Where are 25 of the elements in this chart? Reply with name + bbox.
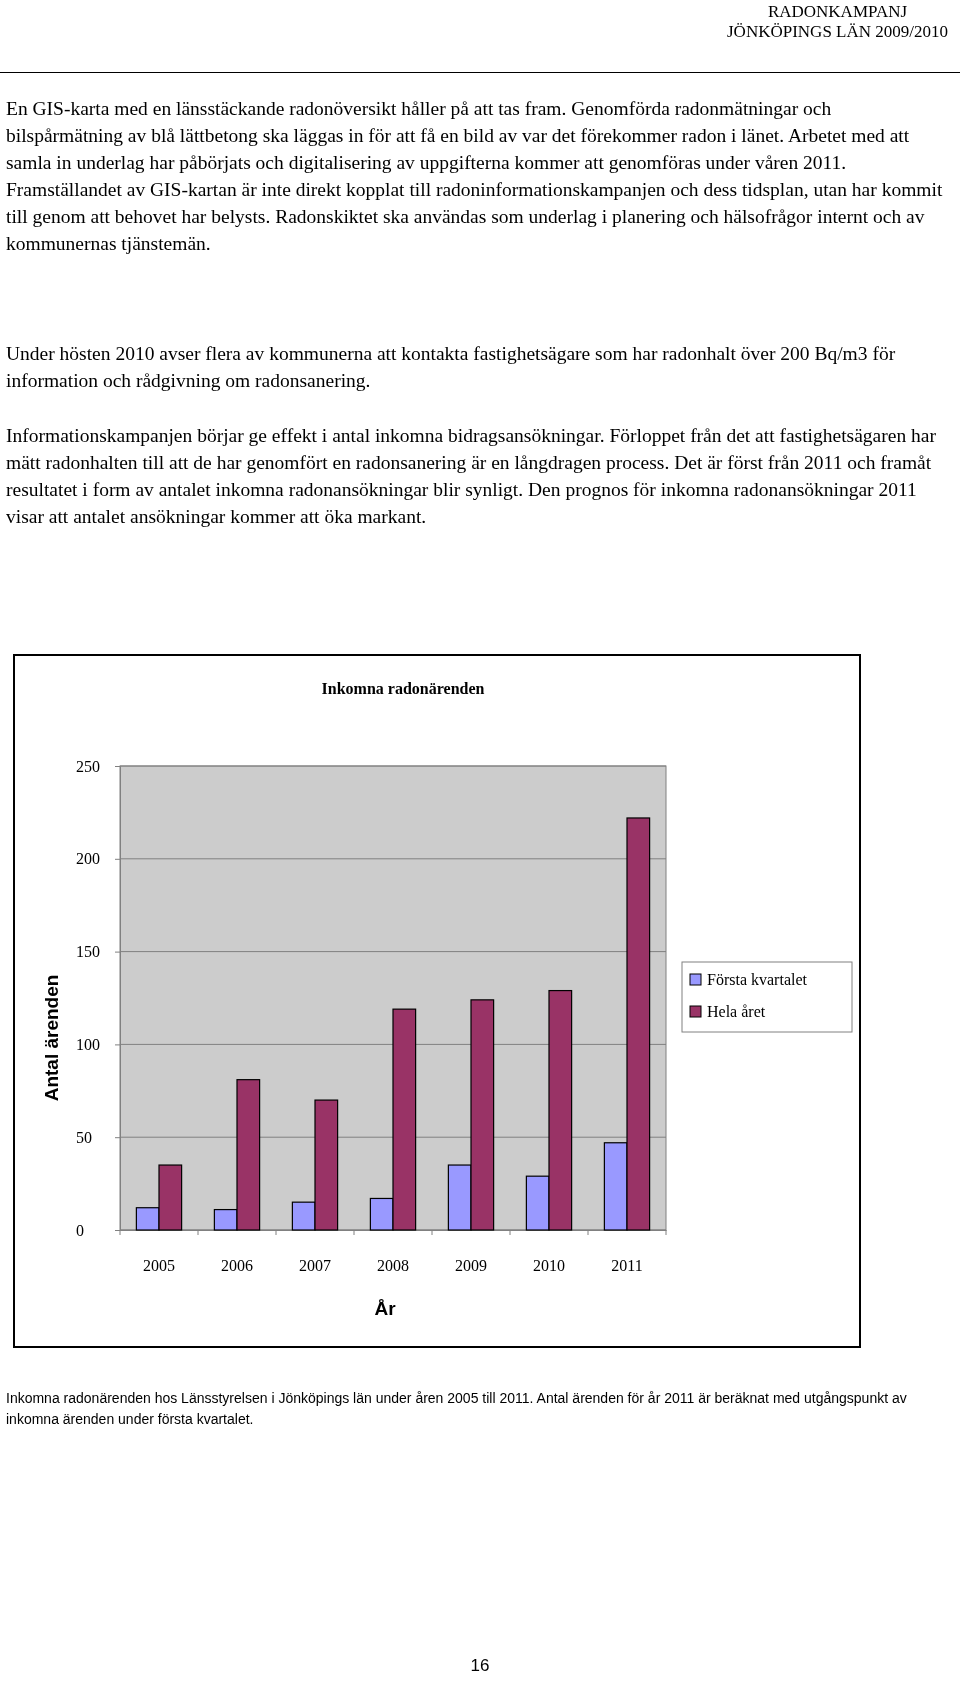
legend-label: Första kvartalet	[707, 971, 808, 988]
text: JÖNKÖPINGS LÄN 2009/2010	[726, 22, 948, 42]
y-tick-label: 0	[76, 1221, 84, 1239]
x-tick-label: 2007	[299, 1257, 331, 1275]
x-tick-label: 2011	[611, 1257, 643, 1275]
y-tick-label: 200	[76, 850, 100, 868]
legend-label: Hela året	[707, 1003, 766, 1020]
y-axis-title: Antal ärenden	[41, 974, 62, 1102]
x-tick-label: 2008	[377, 1257, 409, 1275]
text: Inkomna radonärenden hos Länsstyrelsen i Jönköpings län under åren 2005 till 2011. Antal ärenden för år 2011 är beräknat med utgångspunkt av inkomna ärenden under första kvartalet.	[6, 1389, 908, 1429]
x-axis-title: År	[374, 1298, 397, 1319]
text: RADONKAMPANJ	[766, 2, 909, 22]
y-tick-label: 100	[76, 1036, 100, 1054]
y-tick-label: 150	[76, 943, 100, 961]
text: Under hösten 2010 avser flera av kommunerna att kontakta fastighetsägare som har radonhalt över 200 Bq/m3 för information och rådgivning om radonsanering.	[6, 342, 897, 393]
text: Informationskampanjen börjar ge effekt i antal inkomna bidragsansökningar. Förloppet från det att fastighetsägaren har mätt radonhalten till att de har genomfört en radonsanering är en långdragen process. Det är först från 2011 och framåt resultatet i form av antalet inkomna radonansökningar blir synligt. Den prognos för inkomna radonansökningar 2011 visar att antalet ansökningar kommer att öka markant.	[6, 424, 937, 529]
text: 16	[469, 1656, 491, 1676]
x-tick-label: 2009	[455, 1257, 487, 1275]
y-tick-label: 250	[76, 757, 100, 775]
x-tick-label: 2005	[143, 1257, 175, 1275]
x-tick-label: 2010	[533, 1257, 565, 1275]
chart-title: Inkomna radonärenden	[321, 680, 485, 697]
x-tick-label: 2006	[221, 1257, 253, 1275]
text: En GIS-karta med en länsstäckande radonöversikt håller på att tas fram. Genomförda radonmätningar och bilspårmätning av blå lättbetong ska läggas in för att få en bild av var det förekommer radon i länet. Arbetet med att samla in underlag har påbörjats och digitalisering av uppgifterna kommer att genomföras under våren 2011. Framställandet av GIS-kartan är inte direkt kopplat till radoninformationskampanjen och dess tidsplan, utan har kommit till genom att behovet har belysts. Radonskiktet ska användas som underlag i planering och hälsofrågor internt och av kommunernas tjänstemän.	[6, 97, 944, 256]
y-tick-label: 50	[76, 1128, 92, 1146]
